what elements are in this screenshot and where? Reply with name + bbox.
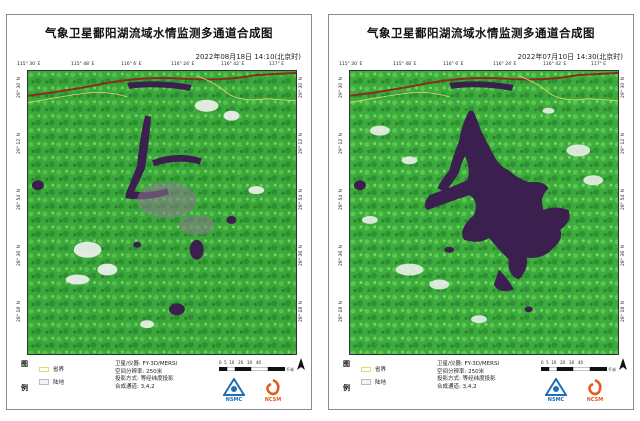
y-tick-right: 29° 30′ N (621, 77, 626, 98)
x-tick-top: 115° 30′ E (17, 62, 41, 67)
legend-item-province-border: 省界 (39, 365, 64, 373)
satellite-map-wet (349, 70, 619, 355)
province-border-swatch (39, 366, 49, 372)
metadata-info: 卫星/仪器: FY-3D/MERSI 空间分辨率: 250米 投影方式: 等经纬… (115, 361, 177, 391)
nsmc-logo: NSMC (223, 378, 245, 403)
cloud-cover (65, 99, 265, 329)
legend-title-top: 图 (21, 360, 28, 368)
metadata-info: 卫星/仪器: FY-3D/MERSI 空间分辨率: 250米 投影方式: 等经纬… (437, 361, 499, 391)
x-tick-top: 116° 24′ E (171, 62, 195, 67)
x-tick-top: 115° 30′ E (339, 62, 363, 67)
panel-title: 气象卫星鄱阳湖流域水情监测多通道合成图 (367, 26, 595, 40)
info-line: 合成通道: 3,4,2 (437, 383, 477, 390)
x-tick-top: 116° 24′ E (493, 62, 517, 67)
province-border (28, 75, 296, 104)
legend-label: 陆地 (375, 380, 387, 386)
x-tick-top: 115° 48′ E (71, 62, 95, 67)
info-line: 空间分辨率: 250米 (437, 368, 485, 375)
ncsm-logo-icon (588, 378, 602, 396)
legend-title-bottom: 例 (21, 384, 28, 392)
y-tick-right: 29° 30′ N (299, 77, 304, 98)
info-line: 卫星/仪器: FY-3D/MERSI (115, 361, 178, 367)
panel-datetime: 2022年07月10日 14:30(北京时) (517, 53, 624, 61)
scale-labels: 0 5 10 20 30 40 (219, 360, 262, 365)
panel-left: 气象卫星鄱阳湖流域水情监测多通道合成图 2022年08月18日 14:10(北京… (6, 14, 312, 410)
ncsm-logo: NCSM (263, 378, 283, 403)
y-tick-left: 29° 30′ N (17, 77, 22, 98)
y-tick-right: 28° 36′ N (621, 245, 626, 266)
x-tick-top: 115° 48′ E (393, 62, 417, 67)
info-line: 投影方式: 等经纬度投影 (115, 376, 174, 383)
legend-item-land: 陆地 (361, 378, 386, 386)
y-tick-right: 29° 12′ N (621, 133, 626, 154)
legend-title-bottom: 例 (343, 384, 350, 392)
north-arrow-icon (297, 358, 305, 374)
y-tick-right: 28° 36′ N (299, 245, 304, 266)
x-tick-top: 116° 6′ E (443, 62, 464, 67)
y-tick-left: 29° 30′ N (339, 77, 344, 98)
scale-unit: 千米 (608, 367, 616, 372)
y-tick-left: 29° 12′ N (17, 133, 22, 154)
satellite-image (350, 71, 618, 354)
x-tick-top: 116° 6′ E (121, 62, 142, 67)
legend-item-land: 陆地 (39, 378, 64, 386)
x-tick-top: 117° E (591, 62, 607, 67)
y-tick-right: 28° 18′ N (299, 301, 304, 322)
x-tick-top: 117° E (269, 62, 285, 67)
scale-unit: 千米 (286, 367, 294, 372)
legend-label: 省界 (375, 367, 387, 373)
info-line: 卫星/仪器: FY-3D/MERSI (437, 361, 500, 367)
satellite-image (28, 71, 296, 354)
land-swatch (39, 379, 49, 385)
y-tick-left: 29° 12′ N (339, 133, 344, 154)
y-tick-left: 28° 54′ N (339, 189, 344, 210)
legend-title-top: 图 (343, 360, 350, 368)
north-arrow-icon (619, 358, 627, 374)
y-tick-left: 28° 36′ N (17, 245, 22, 266)
ncsm-logo-icon (266, 378, 280, 396)
satellite-map-dry (27, 70, 297, 355)
ncsm-logo: NCSM (585, 378, 605, 403)
x-tick-top: 116° 42′ E (221, 62, 245, 67)
river-line (350, 71, 618, 97)
mudflat (137, 182, 215, 235)
scale-labels: 0 5 10 20 30 40 (541, 360, 584, 365)
cloud-cover (361, 107, 604, 324)
legend-label: 省界 (53, 367, 65, 373)
scale-bar (541, 367, 607, 371)
y-tick-left: 28° 18′ N (339, 301, 344, 322)
info-line: 投影方式: 等经纬度投影 (437, 376, 496, 383)
legend-item-province-border: 省界 (361, 365, 386, 373)
panel-title: 气象卫星鄱阳湖流域水情监测多通道合成图 (45, 26, 273, 40)
y-tick-right: 28° 54′ N (299, 189, 304, 210)
y-tick-left: 28° 18′ N (17, 301, 22, 322)
land-swatch (361, 379, 371, 385)
y-tick-right: 28° 54′ N (621, 189, 626, 210)
panel-datetime: 2022年08月18日 14:10(北京时) (195, 53, 302, 61)
nsmc-logo: NSMC (545, 378, 567, 403)
y-tick-left: 28° 54′ N (17, 189, 22, 210)
scale-bar (219, 367, 285, 371)
panel-right: 气象卫星鄱阳湖流域水情监测多通道合成图 2022年07月10日 14:30(北京… (328, 14, 634, 410)
x-tick-top: 116° 42′ E (543, 62, 567, 67)
nsmc-logo-icon (545, 378, 567, 396)
info-line: 空间分辨率: 250米 (115, 368, 163, 375)
legend-label: 陆地 (53, 380, 65, 386)
y-tick-left: 28° 36′ N (339, 245, 344, 266)
river-line (28, 71, 296, 97)
info-line: 合成通道: 3,4,2 (115, 383, 155, 390)
nsmc-logo-icon (223, 378, 245, 396)
y-tick-right: 28° 18′ N (621, 301, 626, 322)
y-tick-right: 29° 12′ N (299, 133, 304, 154)
water-body (353, 81, 570, 313)
province-border (350, 75, 618, 104)
province-border-swatch (361, 366, 371, 372)
